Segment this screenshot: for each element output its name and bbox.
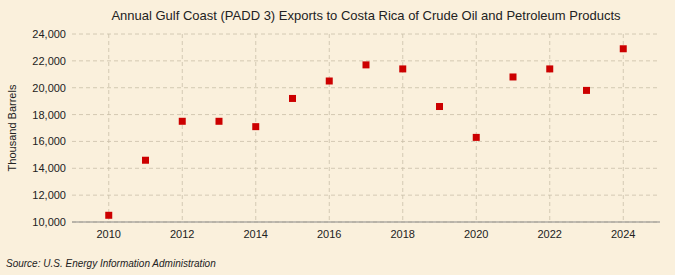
y-grid-line xyxy=(72,195,660,196)
y-tick-label: 12,000 xyxy=(32,189,66,201)
point xyxy=(399,65,406,72)
y-axis-label: Thousand Barrels xyxy=(6,84,18,171)
y-grid-line xyxy=(72,141,660,142)
x-tick-label: 2022 xyxy=(538,228,562,240)
y-grid-line xyxy=(72,34,660,35)
y-grid-line xyxy=(72,114,660,115)
source-note: Source: U.S. Energy Information Administ… xyxy=(6,258,216,269)
y-tick-label: 16,000 xyxy=(32,135,66,147)
point xyxy=(583,87,590,94)
point xyxy=(289,95,296,102)
x-tick-label: 2020 xyxy=(464,228,488,240)
x-grid-line xyxy=(108,34,109,222)
point xyxy=(252,123,259,130)
point xyxy=(105,212,112,219)
title: Annual Gulf Coast (PADD 3) Exports to Co… xyxy=(111,8,621,23)
x-axis-line xyxy=(72,222,660,223)
point xyxy=(546,65,553,72)
y-tick-label: 22,000 xyxy=(32,55,66,67)
point xyxy=(142,157,149,164)
x-tick-label: 2018 xyxy=(391,228,415,240)
point xyxy=(436,103,443,110)
x-grid-line xyxy=(329,34,330,222)
point xyxy=(363,61,370,68)
x-grid-line xyxy=(182,34,183,222)
point xyxy=(179,118,186,125)
point xyxy=(216,118,223,125)
point xyxy=(326,78,333,85)
x-tick-label: 2014 xyxy=(244,228,268,240)
x-tick-label: 2024 xyxy=(611,228,635,240)
y-tick-label: 14,000 xyxy=(32,162,66,174)
y-tick-label: 18,000 xyxy=(32,109,66,121)
point xyxy=(510,73,517,80)
x-tick-label: 2012 xyxy=(170,228,194,240)
y-grid-line xyxy=(72,87,660,88)
point xyxy=(620,45,627,52)
x-grid-line xyxy=(402,34,403,222)
grid xyxy=(72,34,660,222)
y-grid-line xyxy=(72,222,660,223)
y-tick-label: 10,000 xyxy=(32,216,66,228)
x-grid-line xyxy=(476,34,477,222)
y-grid-line xyxy=(72,60,660,61)
chart: Annual Gulf Coast (PADD 3) Exports to Co… xyxy=(0,0,675,275)
x-grid-line xyxy=(623,34,624,222)
y-tick-label: 24,000 xyxy=(32,28,66,40)
x-tick-label: 2010 xyxy=(97,228,121,240)
x-grid-line xyxy=(549,34,550,222)
point xyxy=(473,134,480,141)
points xyxy=(105,45,627,219)
y-tick-label: 20,000 xyxy=(32,82,66,94)
x-tick-label: 2016 xyxy=(317,228,341,240)
y-grid-line xyxy=(72,168,660,169)
